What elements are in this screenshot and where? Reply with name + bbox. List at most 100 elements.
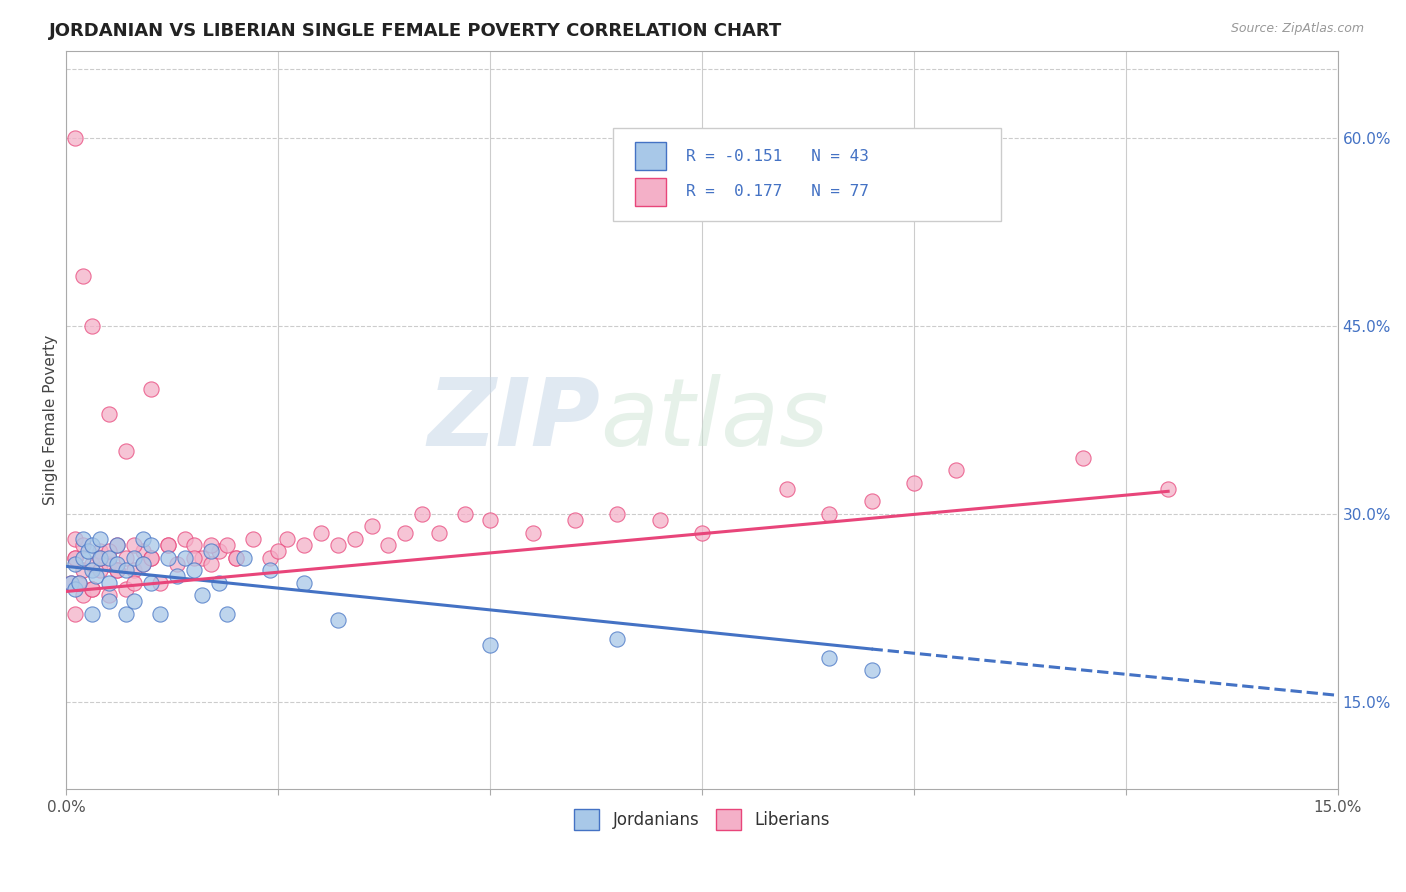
- Point: [72, 550, 94, 565]
- Point: [122, 594, 145, 608]
- Point: [157, 538, 180, 552]
- Text: ZIP: ZIP: [427, 374, 600, 466]
- Y-axis label: Single Female Poverty: Single Female Poverty: [44, 334, 58, 505]
- Point: [114, 550, 136, 565]
- Point: [208, 544, 231, 558]
- Text: atlas: atlas: [600, 375, 828, 466]
- Point: [122, 563, 145, 577]
- Point: [259, 563, 281, 577]
- Point: [59, 575, 82, 590]
- Point: [174, 550, 197, 565]
- Point: [80, 538, 103, 552]
- Point: [860, 494, 883, 508]
- Point: [191, 588, 214, 602]
- Point: [97, 407, 120, 421]
- Point: [72, 563, 94, 577]
- Point: [860, 663, 883, 677]
- Point: [411, 507, 433, 521]
- Point: [225, 550, 247, 565]
- Point: [141, 550, 163, 565]
- Point: [309, 525, 332, 540]
- Point: [818, 650, 841, 665]
- Point: [141, 538, 163, 552]
- Point: [183, 563, 205, 577]
- Point: [89, 550, 111, 565]
- Point: [80, 563, 103, 577]
- Point: [80, 557, 103, 571]
- Point: [97, 557, 120, 571]
- Point: [105, 557, 128, 571]
- Point: [122, 550, 145, 565]
- Point: [276, 532, 298, 546]
- Point: [67, 575, 90, 590]
- Point: [564, 513, 586, 527]
- FancyBboxPatch shape: [634, 178, 666, 206]
- Point: [97, 544, 120, 558]
- Point: [233, 550, 256, 565]
- Point: [97, 550, 120, 565]
- Point: [80, 607, 103, 621]
- Point: [292, 575, 315, 590]
- Point: [183, 550, 205, 565]
- Point: [818, 507, 841, 521]
- Point: [105, 563, 128, 577]
- FancyBboxPatch shape: [634, 142, 666, 170]
- Point: [377, 538, 399, 552]
- Text: R = -0.151   N = 43: R = -0.151 N = 43: [686, 149, 869, 164]
- Point: [97, 588, 120, 602]
- Point: [63, 550, 86, 565]
- Point: [67, 575, 90, 590]
- Point: [141, 575, 163, 590]
- Point: [200, 544, 222, 558]
- Point: [80, 582, 103, 596]
- Point: [690, 525, 713, 540]
- Point: [479, 638, 502, 652]
- Point: [89, 550, 111, 565]
- Point: [63, 550, 86, 565]
- Point: [1073, 450, 1095, 465]
- Point: [59, 575, 82, 590]
- Point: [63, 131, 86, 145]
- Point: [63, 607, 86, 621]
- Point: [72, 268, 94, 283]
- Point: [360, 519, 382, 533]
- Point: [72, 538, 94, 552]
- Point: [903, 475, 925, 490]
- Point: [394, 525, 416, 540]
- Point: [208, 575, 231, 590]
- Point: [114, 607, 136, 621]
- Point: [105, 563, 128, 577]
- Point: [200, 538, 222, 552]
- Text: R =  0.177   N = 77: R = 0.177 N = 77: [686, 185, 869, 199]
- Point: [427, 525, 450, 540]
- Point: [166, 557, 188, 571]
- Point: [174, 532, 197, 546]
- Point: [522, 525, 544, 540]
- Point: [217, 538, 239, 552]
- Point: [63, 557, 86, 571]
- Point: [132, 557, 155, 571]
- Point: [76, 544, 98, 558]
- Point: [776, 482, 799, 496]
- Point: [141, 550, 163, 565]
- Point: [259, 550, 281, 565]
- Point: [191, 550, 214, 565]
- FancyBboxPatch shape: [613, 128, 1001, 220]
- Legend: Jordanians, Liberians: Jordanians, Liberians: [568, 803, 837, 837]
- Point: [97, 575, 120, 590]
- Text: JORDANIAN VS LIBERIAN SINGLE FEMALE POVERTY CORRELATION CHART: JORDANIAN VS LIBERIAN SINGLE FEMALE POVE…: [49, 22, 783, 40]
- Point: [149, 607, 172, 621]
- Point: [242, 532, 264, 546]
- Point: [105, 538, 128, 552]
- Point: [105, 538, 128, 552]
- Point: [183, 538, 205, 552]
- Point: [63, 582, 86, 596]
- Point: [454, 507, 477, 521]
- Point: [122, 575, 145, 590]
- Point: [97, 594, 120, 608]
- Point: [292, 538, 315, 552]
- Point: [141, 382, 163, 396]
- Point: [132, 532, 155, 546]
- Point: [122, 538, 145, 552]
- Point: [114, 563, 136, 577]
